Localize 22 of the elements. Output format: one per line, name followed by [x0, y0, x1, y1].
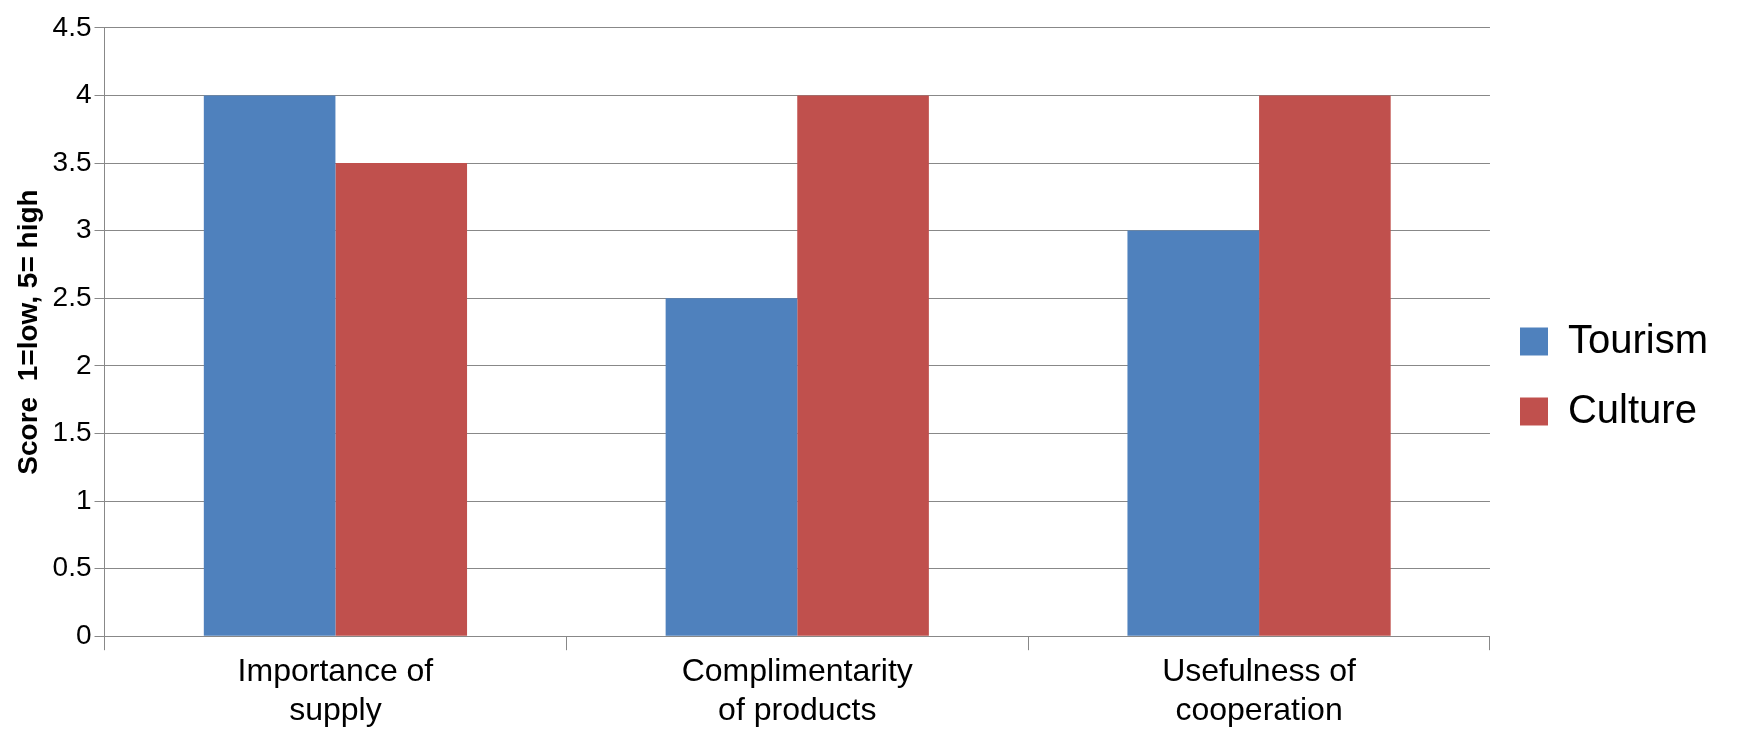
- legend-label: Culture: [1567, 386, 1697, 431]
- y-tick-label: 4: [75, 78, 92, 110]
- y-axis-title: Score 1=low, 5= high: [11, 189, 43, 475]
- bar: [797, 95, 929, 636]
- y-tick-label: 2.5: [52, 280, 92, 312]
- x-tick-label: Complimentarity of products: [681, 652, 913, 727]
- y-tick-label: 3.5: [52, 145, 92, 177]
- x-tick-label: Usefulness of cooperation: [1162, 652, 1357, 727]
- y-tick-label: 1: [75, 483, 92, 515]
- bar: [665, 298, 798, 636]
- bar: [203, 95, 336, 636]
- y-tick-label: 4.5: [52, 10, 92, 42]
- bar: [1259, 95, 1391, 636]
- x-tick-label: Importance of supply: [237, 652, 434, 727]
- y-tick-label: 3: [75, 213, 92, 245]
- y-tick-label: 0: [75, 618, 92, 650]
- bar: [335, 163, 468, 636]
- y-tick-label: 1.5: [52, 416, 92, 448]
- bar: [1127, 230, 1260, 636]
- y-tick-label: 2: [75, 348, 92, 380]
- y-tick-label: 0.5: [52, 551, 92, 583]
- legend-label: Tourism: [1567, 316, 1709, 361]
